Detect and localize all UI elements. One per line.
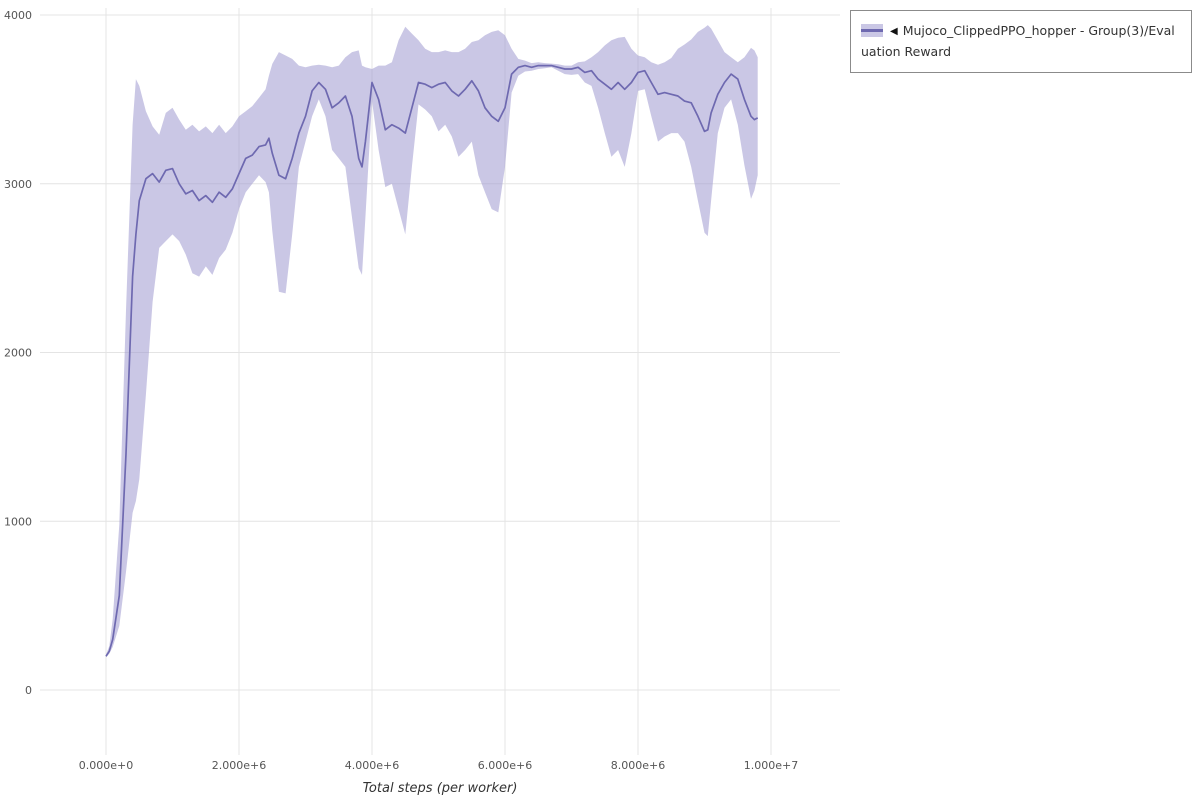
y-tick-label: 4000 xyxy=(4,9,32,22)
legend-collapse-icon[interactable]: ◀ xyxy=(890,26,898,37)
confidence-band xyxy=(106,25,758,658)
y-tick-label: 1000 xyxy=(4,515,32,528)
legend-label: Mujoco_ClippedPPO_hopper - Group(3)/Eval… xyxy=(861,23,1175,60)
legend-swatch xyxy=(861,24,883,37)
y-tick-label: 3000 xyxy=(4,178,32,191)
y-tick-label: 0 xyxy=(25,684,32,697)
legend-swatch-line-icon xyxy=(861,29,883,32)
x-axis-label: Total steps (per worker) xyxy=(363,781,518,796)
mean-line xyxy=(105,64,759,657)
x-tick-label: 8.000e+6 xyxy=(611,759,665,772)
x-tick-label: 2.000e+6 xyxy=(212,759,266,772)
y-tick-label: 2000 xyxy=(4,347,32,360)
x-tick-label: 0.000e+0 xyxy=(79,759,133,772)
legend[interactable]: ◀ Mujoco_ClippedPPO_hopper - Group(3)/Eva… xyxy=(850,10,1192,73)
x-tick-label: 4.000e+6 xyxy=(345,759,399,772)
x-tick-label: 1.000e+7 xyxy=(744,759,798,772)
x-tick-label: 6.000e+6 xyxy=(478,759,532,772)
